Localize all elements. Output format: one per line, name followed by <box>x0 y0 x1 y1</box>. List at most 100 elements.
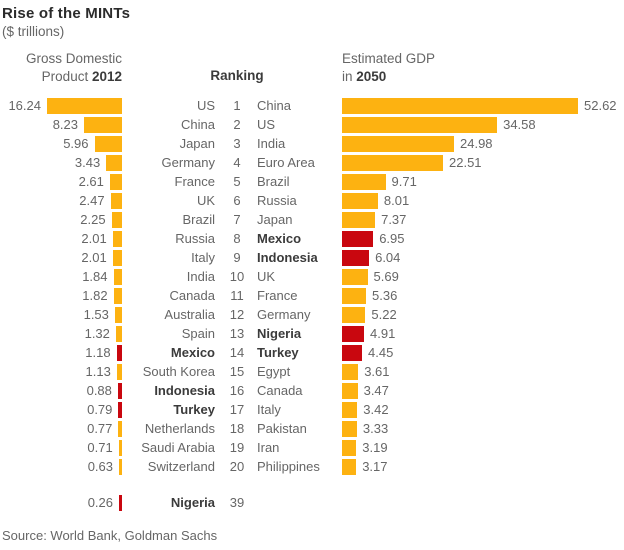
rank-label: 12 <box>229 307 245 322</box>
chart-row: 0.71 Saudi Arabia 19 Iran 3.19 <box>0 438 624 457</box>
gdp-2050-bar <box>342 97 578 114</box>
rank-label: 39 <box>229 495 245 510</box>
country-2050-label: Italy <box>257 402 281 417</box>
gdp-2012-value: 2.01 <box>81 231 107 246</box>
gdp-2050-cell: 3.19 <box>342 439 624 456</box>
gdp-2050-bar <box>342 192 378 209</box>
country-2012-label: Indonesia <box>154 383 215 398</box>
country-2050-label: Germany <box>257 307 311 322</box>
country-2050-label: China <box>257 98 291 113</box>
gdp-2050-cell: 24.98 <box>342 135 624 152</box>
gdp-2012-cell: 2.61 <box>0 173 122 190</box>
gdp-2050-cell: 4.45 <box>342 344 624 361</box>
gdp-2012-cell: 16.24 <box>0 97 122 114</box>
gdp-2050-cell: 5.69 <box>342 268 624 285</box>
gdp-2050-cell: 6.95 <box>342 230 624 247</box>
rank-label: 19 <box>229 440 245 455</box>
chart-row: 0.77 Netherlands 18 Pakistan 3.33 <box>0 419 624 438</box>
gdp-2050-bar <box>342 458 357 475</box>
country-2012-label: Netherlands <box>144 421 215 436</box>
gdp-2012-bar <box>117 382 122 399</box>
gdp-2012-value: 16.24 <box>8 98 41 113</box>
rank-label: 17 <box>229 402 245 417</box>
gdp-2050-value: 24.98 <box>460 136 493 151</box>
gdp-2050-cell: 22.51 <box>342 154 624 171</box>
country-2012-label: Italy <box>191 250 215 265</box>
gdp-2050-value: 3.61 <box>364 364 390 379</box>
gdp-2012-bar <box>118 420 122 437</box>
left-axis-header-year: 2012 <box>91 69 122 84</box>
chart-row: 16.24 US 1 China 52.62 <box>0 96 624 115</box>
rank-label: 7 <box>233 212 241 227</box>
gdp-2050-value: 34.58 <box>503 117 536 132</box>
gdp-2012-cell: 0.71 <box>0 439 122 456</box>
gdp-2012-bar <box>114 306 122 323</box>
gdp-2050-value: 7.37 <box>381 212 407 227</box>
gdp-2012-bar <box>118 439 122 456</box>
country-2050-label: UK <box>257 269 276 284</box>
gdp-2012-bar <box>47 97 122 114</box>
gdp-2012-value: 2.25 <box>80 212 106 227</box>
gdp-2050-bar <box>342 420 357 437</box>
gdp-2050-bar <box>342 306 366 323</box>
rank-label: 6 <box>233 193 241 208</box>
chart-row: 1.53 Australia 12 Germany 5.22 <box>0 305 624 324</box>
gdp-2050-bar <box>342 173 386 190</box>
country-2012-label: Germany <box>161 155 215 170</box>
country-2050-label: Brazil <box>257 174 290 189</box>
gdp-2050-cell: 34.58 <box>342 116 624 133</box>
left-axis-header: Gross Domestic Product 2012 <box>0 50 122 86</box>
chart-row: 0.88 Indonesia 16 Canada 3.47 <box>0 381 624 400</box>
gdp-2012-value: 0.77 <box>87 421 113 436</box>
rank-label: 1 <box>233 98 241 113</box>
gdp-2050-cell: 6.04 <box>342 249 624 266</box>
country-2012-label: Russia <box>175 231 215 246</box>
gdp-2050-cell: 7.37 <box>342 211 624 228</box>
gdp-2050-value: 5.22 <box>371 307 397 322</box>
gdp-2050-bar <box>342 135 454 152</box>
country-2012-label: UK <box>196 193 215 208</box>
gdp-2012-value: 3.43 <box>74 155 101 170</box>
country-2050-label: US <box>257 117 276 132</box>
country-2012-label: US <box>196 98 215 113</box>
rank-label: 9 <box>233 250 241 265</box>
country-2012-label: Turkey <box>173 402 215 417</box>
country-2012-label: South Korea <box>142 364 215 379</box>
chart-row: 0.63 Switzerland 20 Philippines 3.17 <box>0 457 624 476</box>
gdp-2050-value: 6.95 <box>379 231 405 246</box>
gdp-2050-cell: 4.91 <box>342 325 624 342</box>
chart-row: 1.32 Spain 13 Nigeria 4.91 <box>0 324 624 343</box>
gdp-2050-cell: 3.17 <box>342 458 624 475</box>
gdp-2050-bar <box>342 116 498 133</box>
country-2012-label: Japan <box>179 136 215 151</box>
country-2012-label: Saudi Arabia <box>141 440 215 455</box>
gdp-2050-value: 9.71 <box>391 174 417 189</box>
gdp-2050-bar <box>342 344 362 361</box>
gdp-2012-bar <box>119 458 122 475</box>
country-2050-label: Philippines <box>257 459 320 474</box>
gdp-2012-bar <box>116 344 122 361</box>
gdp-2050-value: 6.04 <box>375 250 401 265</box>
country-2050-label: Iran <box>257 440 280 455</box>
gdp-2012-bar <box>119 494 122 511</box>
right-axis-header-year: 2050 <box>356 69 387 84</box>
gdp-2050-bar <box>342 211 376 228</box>
gdp-2012-value: 2.01 <box>81 250 107 265</box>
gdp-2050-cell: 5.36 <box>342 287 624 304</box>
chart-row: 5.96 Japan 3 India 24.98 <box>0 134 624 153</box>
gdp-2050-value: 5.69 <box>373 269 399 284</box>
country-2012-label: Mexico <box>170 345 215 360</box>
chart-row: 3.43 Germany 4 Euro Area 22.51 <box>0 153 624 172</box>
gdp-2050-value: 3.47 <box>363 383 389 398</box>
gdp-2012-cell: 8.23 <box>0 116 122 133</box>
gdp-2012-value: 1.18 <box>85 345 111 360</box>
rank-label: 13 <box>229 326 245 341</box>
chart-row: 2.01 Italy 9 Indonesia 6.04 <box>0 248 624 267</box>
gdp-2012-cell: 0.79 <box>0 401 122 418</box>
country-2050-label: Mexico <box>257 231 302 246</box>
country-2050-label: France <box>257 288 298 303</box>
gdp-2012-cell: 0.88 <box>0 382 122 399</box>
country-2050-label: Indonesia <box>257 250 318 265</box>
gdp-2012-value: 1.82 <box>82 288 108 303</box>
